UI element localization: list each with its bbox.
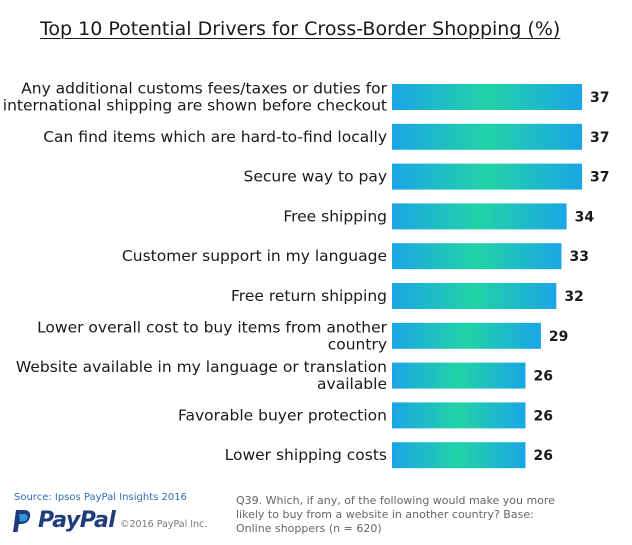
paypal-wordmark: PayPal (38, 508, 116, 533)
bars-group: 37 Any additional customs fees/taxes or d… (3, 80, 609, 469)
bar-3 (392, 163, 582, 190)
bar-4 (392, 203, 567, 230)
bar-10 (392, 442, 526, 469)
value-label-9: 26 (534, 408, 553, 424)
survey-question-note: Q39. Which, if any, of the following wou… (236, 494, 555, 535)
value-label-6: 32 (564, 289, 583, 305)
value-label-10: 26 (534, 448, 553, 464)
bar-chart: 37 Any additional customs fees/taxes or d… (3, 80, 609, 469)
category-label-9: Favorable buyer protection (178, 406, 387, 424)
category-label-3: Secure way to pay (244, 168, 388, 186)
value-label-3: 37 (590, 170, 609, 186)
value-label-2: 37 (590, 130, 609, 146)
category-label-1: Any additional customs fees/taxes or dut… (3, 80, 388, 115)
category-label-7: Lower overall cost to buy items from ano… (37, 318, 388, 353)
category-label-4: Free shipping (283, 207, 387, 225)
value-label-4: 34 (575, 209, 595, 225)
paypal-logo: PayPal (12, 508, 116, 533)
copyright: ©2016 PayPal Inc. (120, 519, 208, 530)
value-label-1: 37 (590, 90, 609, 106)
value-label-5: 33 (569, 249, 588, 265)
category-label-2: Can find items which are hard-to-find lo… (43, 128, 387, 146)
bar-6 (392, 283, 557, 309)
chart-title: Top 10 Potential Drivers for Cross-Borde… (40, 18, 561, 40)
category-label-6: Free return shipping (231, 287, 387, 305)
value-label-8: 26 (534, 369, 553, 385)
bar-2 (392, 123, 582, 150)
bar-7 (392, 322, 541, 349)
bar-5 (392, 243, 562, 270)
category-label-8: Website available in my language or tran… (16, 358, 387, 393)
bar-9 (392, 402, 526, 429)
paypal-p-icon (13, 509, 31, 532)
category-label-5: Customer support in my language (122, 247, 387, 265)
source-note: Source: Ipsos PayPal Insights 2016 (14, 492, 187, 503)
bar-8 (392, 362, 526, 389)
value-label-7: 29 (549, 329, 568, 345)
bar-1 (392, 84, 582, 110)
category-label-10: Lower shipping costs (225, 446, 387, 464)
